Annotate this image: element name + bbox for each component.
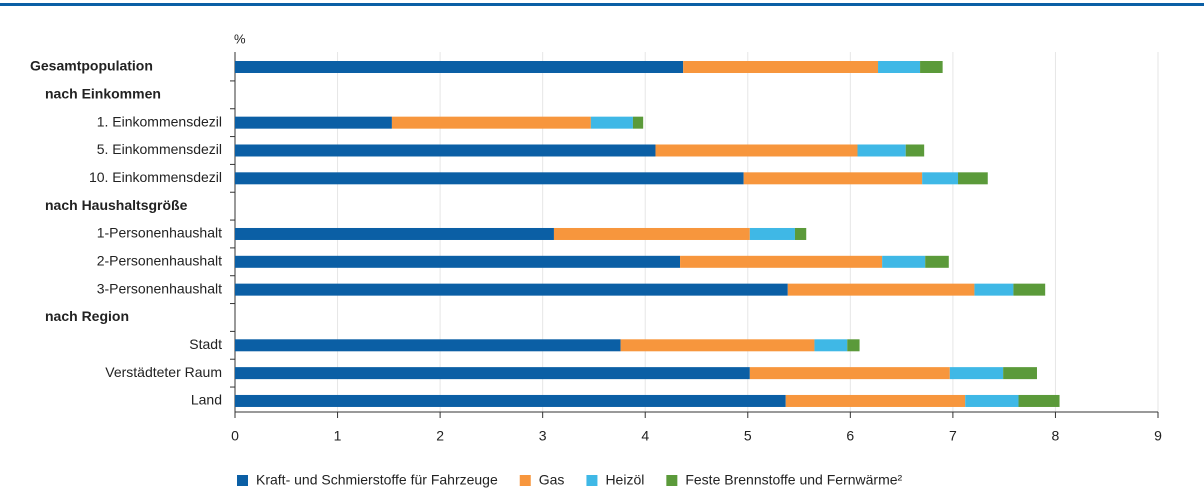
x-tick-label: 9 [1154,428,1162,444]
bar-segment [391,116,591,129]
legend-swatch [666,475,678,486]
bar-segment [683,61,879,73]
y-tick-label: 3-Personenhaushalt [97,280,222,296]
bar-segment [235,172,744,185]
bar-segment [590,116,633,129]
legend-label: Kraft- und Schmierstoffe für Fahrzeuge [256,472,498,488]
top-rule [0,3,1204,6]
bar-segment [974,283,1014,296]
bar-segment [785,394,966,407]
y-tick-label: Verstädteter Raum [105,364,222,380]
bar-segment [847,339,860,352]
bar-segment [1003,367,1037,380]
legend-swatch [519,475,531,486]
bar-segment [743,172,923,185]
x-tick-label: 3 [539,428,547,444]
bar-segment [905,144,925,157]
bar-segment [794,227,807,240]
bar-segment [632,116,644,129]
bar-segment [235,144,656,157]
axis-unit-label: % [234,31,246,46]
x-tick-label: 0 [231,428,239,444]
group-label: nach Haushaltsgröße [45,197,188,213]
bar-segment [949,367,1004,380]
legend-swatch [586,475,598,486]
x-tick-label: 5 [744,428,752,444]
x-tick-label: 6 [846,428,854,444]
bar-segment [922,172,959,185]
x-tick-label: 1 [334,428,342,444]
y-tick-label: Stadt [189,336,222,352]
bar-segment [235,367,750,380]
bar-segment [965,394,1019,407]
x-tick-label: 2 [436,428,444,444]
y-tick-label: Land [191,392,222,408]
y-tick-label: 2-Personenhaushalt [97,253,222,269]
y-tick-label: 1. Einkommensdezil [97,113,222,129]
bar-segment [620,339,815,352]
bar-segment [787,283,975,296]
bar-segment [749,227,795,240]
x-tick-label: 7 [949,428,957,444]
bar-segment [925,255,949,268]
bar-segment [235,116,392,129]
bar-segment [235,394,786,407]
y-tick-label: 1-Personenhaushalt [97,225,222,241]
bar-segment [680,255,883,268]
legend-label: Gas [539,472,565,488]
bar-segment [235,283,788,296]
bar-segment [920,61,943,73]
legend-swatch [237,475,248,486]
bar-segment [235,227,554,240]
bar-segment [553,227,750,240]
bar-segment [655,144,858,157]
bar-segment [814,339,848,352]
group-label: nach Einkommen [45,86,161,102]
bar-segment [1013,283,1046,296]
y-tick-label: 5. Einkommensdezil [97,141,222,157]
x-tick-label: 4 [641,428,649,444]
legend-label: Heizöl [605,472,644,488]
bar-segment [235,339,621,352]
y-tick-label: 10. Einkommensdezil [89,169,222,185]
bar-segment [958,172,988,185]
bar-segment [882,255,926,268]
x-tick-label: 8 [1052,428,1060,444]
legend-label: Feste Brennstoffe und Fernwärme² [685,472,902,488]
bar-segment [1018,394,1060,407]
group-label: nach Region [45,308,129,324]
bar-segment [749,367,950,380]
bar-segment [878,61,921,73]
bar-segment [857,144,906,157]
bar-segment [235,61,684,73]
y-tick-label: Gesamtpopulation [30,58,153,74]
bar-segment [235,255,681,268]
